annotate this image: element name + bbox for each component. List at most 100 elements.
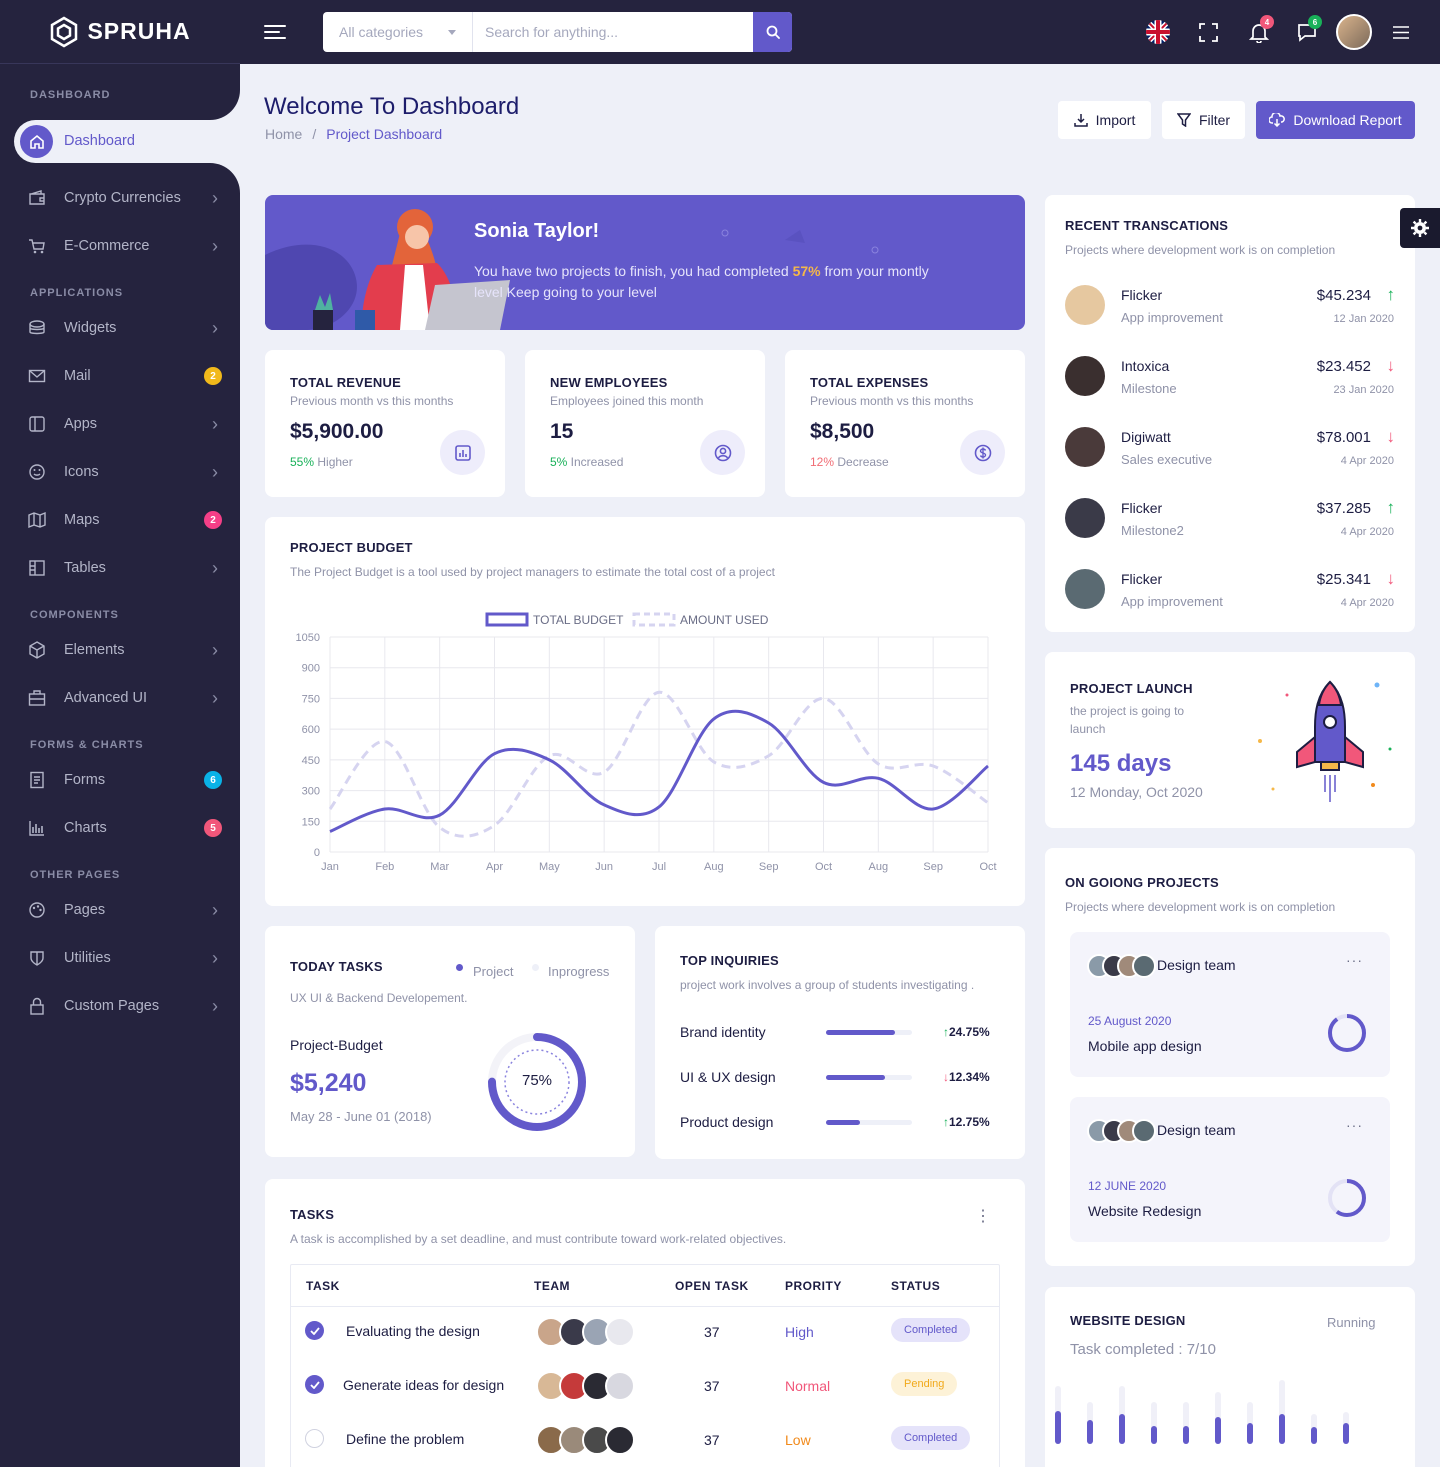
ongoing-projects-card: ON GOIONG PROJECTS Projects where develo… <box>1045 848 1415 1266</box>
checkbox-checked-icon[interactable] <box>305 1321 324 1340</box>
checkbox-checked-icon[interactable] <box>305 1375 324 1394</box>
smile-icon <box>26 461 48 483</box>
x-tick-label: Aug <box>704 861 724 873</box>
rocket-icon <box>1258 680 1392 802</box>
sidebar-item-crypto-currencies[interactable]: Crypto Currencies › <box>0 178 240 218</box>
map-icon <box>26 509 48 531</box>
chevron-right-icon: › <box>212 461 218 482</box>
sidebar-item-elements[interactable]: Elements › <box>0 630 240 670</box>
transaction-date: 4 Apr 2020 <box>1340 455 1394 467</box>
sidebar-item-charts[interactable]: Charts 5 <box>0 808 240 848</box>
filter-button[interactable]: Filter <box>1162 101 1245 139</box>
welcome-text-b: from your montly <box>820 263 929 279</box>
breadcrumb: Home / Project Dashboard <box>265 126 442 142</box>
category-select[interactable]: All categories <box>323 12 473 52</box>
stat-title: NEW EMPLOYEES <box>550 375 668 390</box>
transaction-item[interactable]: Intoxica Milestone $23.452 ↓ 23 Jan 2020 <box>1045 356 1415 416</box>
sidebar-item-label: Custom Pages <box>64 998 160 1014</box>
project-budget-card: PROJECT BUDGET The Project Budget is a t… <box>265 517 1025 906</box>
x-tick-label: Oct <box>815 861 832 873</box>
stat-delta: 12% Decrease <box>810 455 889 469</box>
ongoing-project-item[interactable]: Design team ··· 25 August 2020 Mobile app d… <box>1070 932 1390 1077</box>
sidebar-item-utilities[interactable]: Utilities › <box>0 938 240 978</box>
arrow-down-icon: ↓ <box>1386 569 1396 588</box>
transaction-item[interactable]: Flicker App improvement $45.234 ↑ 12 Jan 202… <box>1045 285 1415 345</box>
import-button[interactable]: Import <box>1058 101 1151 139</box>
download-report-button[interactable]: Download Report <box>1256 101 1415 139</box>
stat-delta-text: Increased <box>567 455 624 469</box>
sidebar-item-forms[interactable]: Forms 6 <box>0 760 240 800</box>
team-avatar <box>1132 954 1156 978</box>
transaction-item[interactable]: Digiwatt Sales executive $78.001 ↓ 4 Apr 202… <box>1045 427 1415 487</box>
sidebar-item-widgets[interactable]: Widgets › <box>0 308 240 348</box>
brand-name: SPRUHA <box>87 18 191 44</box>
tasks-title: TASKS <box>290 1207 335 1222</box>
transaction-desc: App improvement <box>1121 594 1223 609</box>
budget-title: PROJECT BUDGET <box>290 540 413 555</box>
user-avatar[interactable] <box>1336 14 1372 50</box>
website-bar-fill <box>1151 1426 1157 1444</box>
y-tick-label: 0 <box>314 847 320 859</box>
avatar <box>1065 427 1105 467</box>
breadcrumb-home[interactable]: Home <box>265 126 303 142</box>
chart-icon <box>26 817 48 839</box>
sidebar-item-tables[interactable]: Tables › <box>0 548 240 588</box>
sidebar-right-toggle-icon[interactable] <box>1392 26 1410 44</box>
checkbox-icon[interactable] <box>305 1429 324 1448</box>
sidebar-item-custom-pages[interactable]: Custom Pages › <box>0 986 240 1026</box>
fullscreen-icon[interactable] <box>1199 23 1218 47</box>
filter-icon <box>1176 113 1191 127</box>
settings-gear-icon[interactable] <box>1400 208 1440 248</box>
website-bar <box>1279 1380 1285 1444</box>
brand-logo[interactable]: SPRUHA <box>0 0 240 64</box>
inquiry-delta-value: 12.75% <box>949 1115 990 1129</box>
sidebar-item-apps[interactable]: Apps › <box>0 404 240 444</box>
inquiry-progress <box>826 1120 912 1125</box>
task-progress-ring <box>488 1033 586 1131</box>
stat-value: $8,500 <box>810 420 875 443</box>
sidebar-item-e-commerce[interactable]: E-Commerce › <box>0 226 240 266</box>
sidebar-item-label: Mail <box>64 368 91 384</box>
uk-flag-icon[interactable] <box>1146 20 1170 44</box>
transaction-amount: $23.452 <box>1316 358 1371 375</box>
project-budget-label: Project-Budget <box>290 1037 383 1053</box>
more-horizontal-icon[interactable]: ··· <box>1346 1117 1363 1133</box>
inquiry-progress <box>826 1030 912 1035</box>
sidebar-badge: 6 <box>204 771 222 789</box>
more-options-icon[interactable]: ⋮ <box>975 1208 991 1225</box>
task-name: Generate ideas for design <box>343 1377 505 1393</box>
search-input[interactable] <box>473 12 753 52</box>
budget-subtitle: The Project Budget is a tool used by pro… <box>290 565 775 579</box>
x-tick-label: Mar <box>430 861 449 873</box>
launch-title: PROJECT LAUNCH <box>1070 681 1193 696</box>
stat-delta-value: 55% <box>290 455 315 469</box>
table-row: Evaluating the design 37 High Completed <box>291 1309 999 1359</box>
transaction-amount: $78.001 <box>1316 429 1371 446</box>
project-launch-card: PROJECT LAUNCH the project is going to l… <box>1045 652 1415 828</box>
search-button[interactable] <box>753 12 792 52</box>
sidebar-item-label: Apps <box>64 416 98 432</box>
y-tick-label: 300 <box>302 786 320 798</box>
more-horizontal-icon[interactable]: ··· <box>1346 952 1363 968</box>
transaction-name: Flicker <box>1121 571 1163 587</box>
series-line-total-budget <box>329 709 989 833</box>
status-badge-label: Pending <box>891 1372 958 1396</box>
inquiry-progress-fill <box>826 1120 861 1125</box>
sidebar-item-icons[interactable]: Icons › <box>0 452 240 492</box>
today-tasks-card: TODAY TASKS Project Inprogress UX UI & B… <box>265 926 635 1157</box>
sidebar-item-maps[interactable]: Maps 2 <box>0 500 240 540</box>
y-tick-label: 900 <box>302 663 320 675</box>
y-tick-label: 150 <box>302 816 320 828</box>
sidebar-item-advanced-ui[interactable]: Advanced UI › <box>0 678 240 718</box>
transaction-item[interactable]: Flicker App improvement $25.341 ↓ 4 Apr 2020 <box>1045 569 1415 629</box>
sidebar-item-pages[interactable]: Pages › <box>0 890 240 930</box>
sidebar-item-mail[interactable]: Mail 2 <box>0 356 240 396</box>
x-tick-label: Sep <box>923 861 943 873</box>
inquiry-delta: ↓12.34% <box>943 1070 990 1084</box>
menu-toggle-icon[interactable] <box>264 24 286 45</box>
ongoing-project-item[interactable]: Design team ··· 12 JUNE 2020 Website Redesi… <box>1070 1097 1390 1242</box>
welcome-text-c: level Keep going to your level <box>474 284 657 300</box>
website-bar <box>1055 1386 1061 1444</box>
sidebar-badge: 2 <box>204 367 222 385</box>
transaction-item[interactable]: Flicker Milestone2 $37.285 ↑ 4 Apr 2020 <box>1045 498 1415 558</box>
